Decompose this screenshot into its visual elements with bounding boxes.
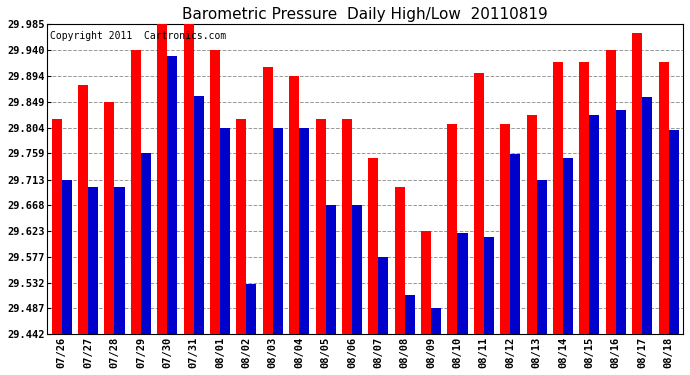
Bar: [553, 62, 563, 334]
Bar: [447, 124, 457, 334]
Bar: [457, 232, 468, 334]
Bar: [378, 257, 388, 334]
Bar: [537, 180, 546, 334]
Bar: [115, 187, 124, 334]
Bar: [104, 102, 115, 334]
Bar: [299, 128, 309, 334]
Bar: [658, 62, 669, 334]
Bar: [352, 205, 362, 334]
Bar: [78, 86, 88, 334]
Bar: [642, 97, 652, 334]
Bar: [421, 231, 431, 334]
Bar: [326, 205, 335, 334]
Bar: [431, 308, 441, 334]
Bar: [405, 295, 415, 334]
Bar: [88, 187, 98, 334]
Bar: [263, 67, 273, 334]
Bar: [246, 284, 257, 334]
Bar: [194, 96, 204, 334]
Bar: [289, 76, 299, 334]
Bar: [52, 118, 61, 334]
Text: Copyright 2011  Cartronics.com: Copyright 2011 Cartronics.com: [50, 31, 226, 41]
Bar: [131, 50, 141, 334]
Bar: [141, 153, 151, 334]
Bar: [273, 128, 283, 334]
Bar: [220, 128, 230, 334]
Bar: [500, 124, 510, 334]
Bar: [315, 118, 326, 334]
Bar: [395, 187, 405, 334]
Bar: [589, 115, 600, 334]
Bar: [563, 159, 573, 334]
Bar: [167, 56, 177, 334]
Bar: [632, 33, 642, 334]
Bar: [210, 50, 220, 334]
Bar: [669, 130, 678, 334]
Bar: [61, 180, 72, 334]
Bar: [615, 110, 626, 334]
Bar: [184, 24, 194, 334]
Bar: [157, 24, 167, 334]
Bar: [342, 118, 352, 334]
Bar: [484, 237, 494, 334]
Bar: [580, 62, 589, 334]
Bar: [606, 50, 615, 334]
Bar: [526, 115, 537, 334]
Bar: [237, 118, 246, 334]
Bar: [474, 73, 484, 334]
Title: Barometric Pressure  Daily High/Low  20110819: Barometric Pressure Daily High/Low 20110…: [182, 7, 548, 22]
Bar: [510, 154, 520, 334]
Bar: [368, 159, 378, 334]
